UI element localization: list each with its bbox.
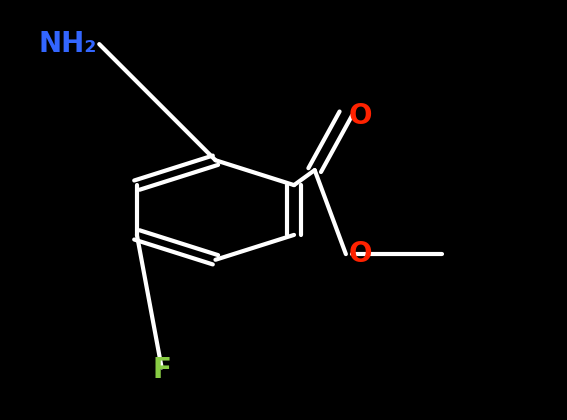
Text: O: O xyxy=(348,240,372,268)
Text: NH₂: NH₂ xyxy=(39,30,97,58)
Text: F: F xyxy=(152,356,171,384)
Text: O: O xyxy=(348,102,372,129)
